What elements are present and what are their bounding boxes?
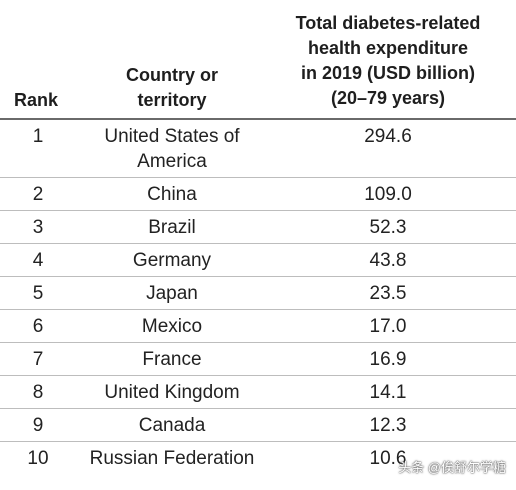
table-row: 4 Germany 43.8 xyxy=(0,244,516,277)
table-row: 9 Canada 12.3 xyxy=(0,409,516,442)
rank-cell: 3 xyxy=(32,217,44,238)
row-divider xyxy=(0,441,516,442)
table-row: 6 Mexico 17.0 xyxy=(0,310,516,343)
table-row: 5 Japan 23.5 xyxy=(0,277,516,310)
column-header-expenditure-line: in 2019 (USD billion) xyxy=(300,63,476,83)
column-header-country-line: Country or xyxy=(126,65,218,85)
rank-cell: 7 xyxy=(32,349,44,370)
country-cell: Russian Federation xyxy=(89,448,255,469)
column-header-rank: Rank xyxy=(14,90,59,110)
table-row: 3 Brazil 52.3 xyxy=(0,211,516,244)
expenditure-cell: 294.6 xyxy=(364,126,412,147)
country-cell: France xyxy=(142,349,202,370)
rank-cell: 5 xyxy=(32,283,44,304)
table-row: 2 China 109.0 xyxy=(0,178,516,211)
table-row: 10 Russian Federation 10.6 xyxy=(0,442,516,475)
row-divider xyxy=(0,276,516,277)
country-cell: Germany xyxy=(132,250,212,271)
rank-cell: 10 xyxy=(27,448,49,469)
header-divider xyxy=(0,118,516,120)
country-cell: Brazil xyxy=(148,217,196,238)
expenditure-cell: 23.5 xyxy=(369,283,407,304)
column-header-expenditure-line: Total diabetes-related xyxy=(295,13,481,33)
table-header: Rank Country or territory Total diabetes… xyxy=(0,0,516,118)
country-cell: United Kingdom xyxy=(104,382,240,403)
expenditure-cell: 43.8 xyxy=(369,250,407,271)
column-header-expenditure: Total diabetes-related health expenditur… xyxy=(268,11,508,111)
table-row: 7 France 16.9 xyxy=(0,343,516,376)
expenditure-cell: 14.1 xyxy=(369,382,407,403)
column-header-expenditure-line: health expenditure xyxy=(307,38,469,58)
country-cell: United States of America xyxy=(104,126,240,172)
row-divider xyxy=(0,375,516,376)
expenditure-cell: 12.3 xyxy=(369,415,407,436)
row-divider xyxy=(0,342,516,343)
row-divider xyxy=(0,309,516,310)
expenditure-cell: 16.9 xyxy=(369,349,407,370)
column-header-expenditure-line: (20–79 years) xyxy=(330,88,446,108)
watermark: 头条 @俟舒尔学糖 xyxy=(398,460,506,475)
column-header-country-line: territory xyxy=(137,90,207,110)
rank-cell: 1 xyxy=(32,126,44,147)
country-cell: Canada xyxy=(138,415,206,436)
expenditure-cell: 109.0 xyxy=(364,184,412,205)
country-cell: Japan xyxy=(146,283,198,304)
rank-cell: 9 xyxy=(32,415,44,436)
expenditure-cell: 17.0 xyxy=(369,316,407,337)
table-row: 1 United States of America 294.6 xyxy=(0,120,516,178)
rank-cell: 2 xyxy=(32,184,44,205)
rank-cell: 8 xyxy=(32,382,44,403)
row-divider xyxy=(0,177,516,178)
column-header-country: Country or territory xyxy=(82,63,262,113)
row-divider xyxy=(0,243,516,244)
table-row: 8 United Kingdom 14.1 xyxy=(0,376,516,409)
row-divider xyxy=(0,210,516,211)
country-cell: Mexico xyxy=(141,316,203,337)
expenditure-cell: 52.3 xyxy=(369,217,407,238)
row-divider xyxy=(0,408,516,409)
table-body: 1 United States of America 294.6 2 China… xyxy=(0,120,516,475)
rank-cell: 6 xyxy=(32,316,44,337)
country-cell: China xyxy=(147,184,197,205)
expenditure-cell: 10.6 xyxy=(369,448,407,469)
rank-cell: 4 xyxy=(32,250,44,271)
